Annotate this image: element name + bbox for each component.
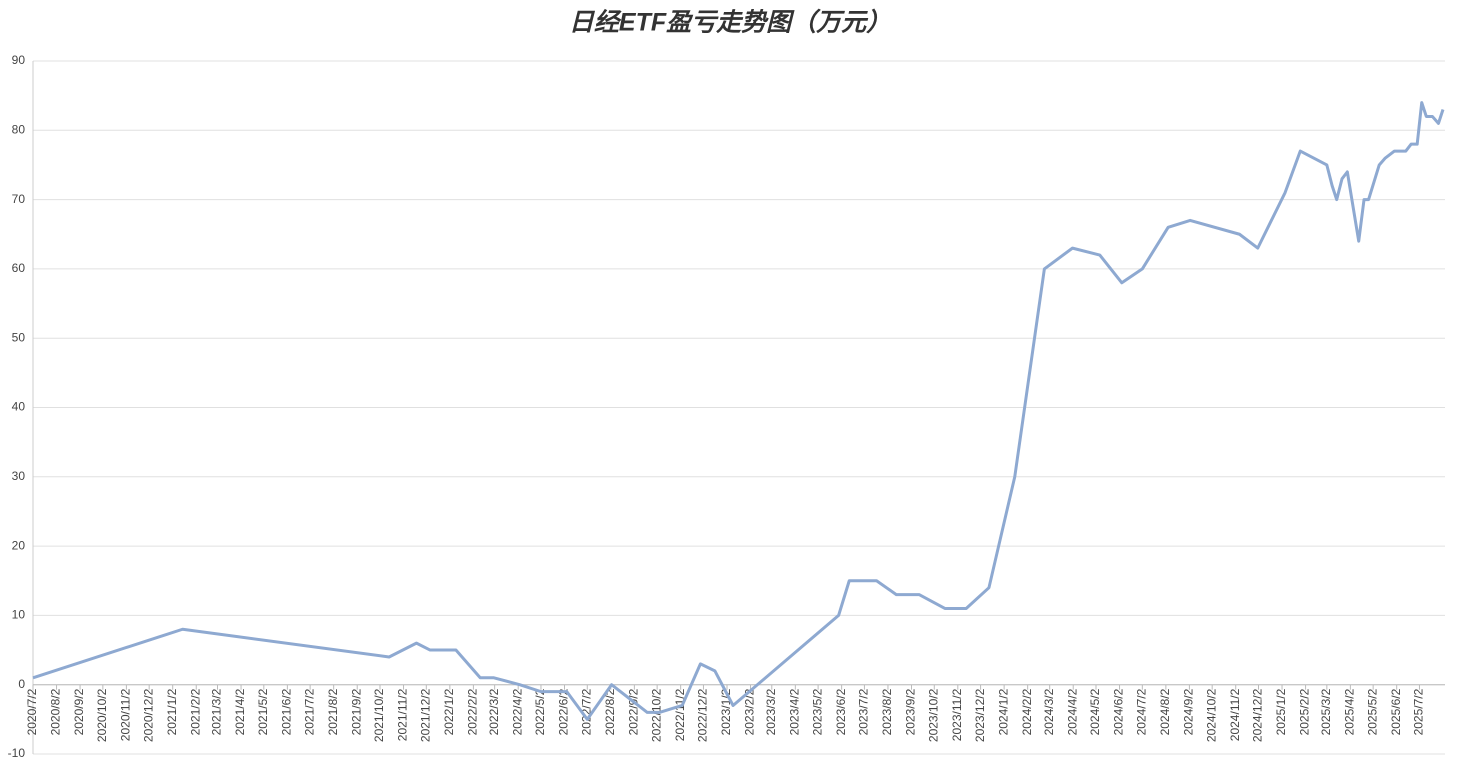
x-tick-label: 2024/5/2 — [1088, 688, 1102, 735]
x-tick-label: 2021/11/2 — [396, 688, 410, 741]
x-tick-label: 2021/7/2 — [302, 688, 316, 735]
y-tick-label: -10 — [8, 746, 26, 760]
y-tick-label: 70 — [12, 192, 26, 206]
x-tick-label: 2022/4/2 — [510, 688, 524, 735]
y-tick-label: 0 — [18, 677, 25, 691]
x-tick-label: 2025/6/2 — [1389, 688, 1403, 735]
x-tick-label: 2025/4/2 — [1343, 688, 1357, 735]
x-tick-label: 2023/9/2 — [904, 688, 918, 735]
x-tick-label: 2024/4/2 — [1065, 688, 1079, 735]
x-tick-label: 2023/4/2 — [787, 688, 801, 735]
x-tick-label: 2023/2/2 — [743, 688, 757, 735]
x-tick-label: 2022/3/2 — [487, 688, 501, 735]
x-tick-label: 2024/3/2 — [1042, 688, 1056, 735]
y-tick-label: 80 — [12, 122, 26, 136]
x-tick-label: 2021/6/2 — [280, 688, 294, 735]
x-tick-label: 2024/1/2 — [996, 688, 1010, 735]
x-tick-label: 2020/8/2 — [49, 688, 63, 735]
line — [32, 101, 1445, 721]
x-tick-label: 2024/11/2 — [1228, 688, 1242, 741]
x-tick-label: 2022/9/2 — [627, 688, 641, 735]
x-tick-label: 2021/5/2 — [256, 688, 270, 735]
x-tick-label: 2022/10/2 — [649, 688, 663, 742]
y-tick-label: 90 — [12, 53, 26, 67]
x-tick-label: 2020/7/2 — [25, 688, 39, 735]
x-tick-label: 2023/11/2 — [950, 688, 964, 741]
x-tick-label: 2021/9/2 — [349, 688, 363, 735]
x-tick-label: 2025/5/2 — [1365, 688, 1379, 735]
x-tick-label: 2023/8/2 — [880, 688, 894, 735]
x-tick-label: 2024/10/2 — [1204, 688, 1218, 742]
chart-title: 日经ETF盈亏走势图（万元） — [569, 9, 891, 37]
x-tick-label: 2022/7/2 — [579, 688, 593, 735]
x-tick-label: 2024/8/2 — [1158, 688, 1172, 735]
x-tick-label: 2023/7/2 — [857, 688, 871, 735]
x-tick-label: 2022/5/2 — [533, 688, 547, 735]
y-tick-label: 20 — [12, 538, 26, 552]
x-tick-label: 2020/11/2 — [119, 688, 133, 741]
x-tick-label: 2022/1/2 — [442, 688, 456, 735]
y-tick-label: 10 — [12, 608, 26, 622]
x-tick-label: 2024/7/2 — [1134, 688, 1148, 735]
x-tick-label: 2021/12/2 — [418, 688, 432, 742]
x-tick-label: 2022/8/2 — [603, 688, 617, 735]
x-tick-label: 2025/2/2 — [1298, 688, 1312, 735]
x-tick-label: 2023/3/2 — [764, 688, 778, 735]
x-tick-label: 2024/12/2 — [1251, 688, 1265, 742]
x-tick-label: 2024/9/2 — [1182, 688, 1196, 735]
x-tick-label: 2023/12/2 — [973, 688, 987, 742]
y-tick-label: 40 — [12, 400, 26, 414]
x-tick-label: 2021/1/2 — [165, 688, 179, 735]
x-tick-label: 2023/6/2 — [834, 688, 848, 735]
x-tick-label: 2020/9/2 — [72, 688, 86, 735]
x-tick-label: 2022/2/2 — [466, 688, 480, 735]
x-tick-label: 2021/3/2 — [210, 688, 224, 735]
y-tick-label: 30 — [12, 469, 26, 483]
x-tick-label: 2024/6/2 — [1112, 688, 1126, 735]
y-tick-label: 60 — [12, 261, 26, 275]
x-tick-label: 2020/10/2 — [95, 688, 109, 742]
x-tick-label: 2021/8/2 — [326, 688, 340, 735]
x-tick-label: 2022/6/2 — [557, 688, 571, 735]
x-tick-label: 2020/12/2 — [141, 688, 155, 742]
x-tick-label: 2021/4/2 — [233, 688, 247, 735]
x-tick-label: 2024/2/2 — [1020, 688, 1034, 735]
x-tick-label: 2023/10/2 — [926, 688, 940, 742]
x-tick-label: 2022/12/2 — [696, 688, 710, 742]
x-tick-label: 2023/5/2 — [810, 688, 824, 735]
x-tick-label: 2021/2/2 — [188, 688, 202, 735]
x-tick-label: 2021/10/2 — [372, 688, 386, 742]
y-tick-label: 50 — [12, 330, 26, 344]
x-tick-label: 2025/1/2 — [1274, 688, 1288, 735]
x-tick-label: 2025/3/2 — [1319, 688, 1333, 735]
x-tick-label: 2025/7/2 — [1412, 688, 1426, 735]
